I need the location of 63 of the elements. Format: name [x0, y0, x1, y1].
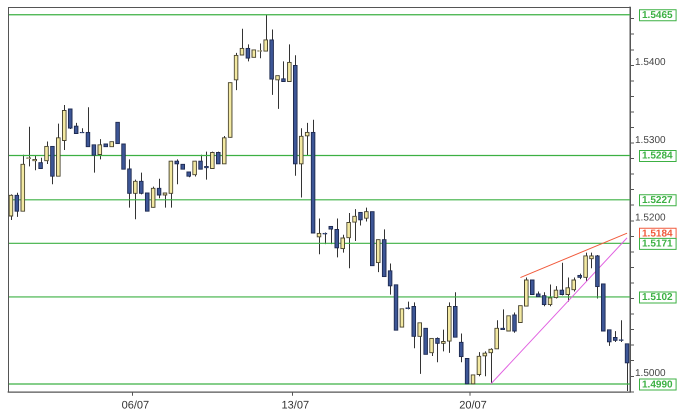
x-tick-label: 13/07: [282, 399, 310, 412]
y-tick-label: 1.5400: [635, 57, 666, 68]
candlestick: [86, 106, 90, 148]
candlestick: [92, 144, 96, 174]
y-tick-label: 1.5000: [635, 368, 666, 380]
y-tick-label: 1.5200: [635, 212, 666, 224]
candlestick: [435, 336, 440, 363]
y-tick-label: 1.5300: [635, 134, 666, 146]
candlestick: [506, 315, 511, 332]
candlestick: [364, 207, 369, 222]
candlestick: [210, 151, 215, 170]
candlestick: [234, 52, 238, 91]
candlestick: [316, 218, 322, 255]
candlestick: [482, 350, 488, 377]
candlestick: [174, 158, 180, 185]
candlestick: [494, 320, 500, 350]
candlestick: [560, 262, 564, 296]
candlestick: [512, 312, 517, 334]
candlestick: [246, 44, 250, 62]
candlestick: [458, 332, 464, 363]
candlestick: [115, 122, 120, 144]
candlestick: [358, 212, 363, 226]
candlestick: [281, 60, 286, 82]
candlestick: [97, 138, 102, 160]
candlestick: [162, 192, 168, 208]
candlestick: [287, 44, 292, 82]
candlestick: [8, 194, 14, 220]
candlestick: [589, 252, 594, 269]
candlestick: [150, 186, 156, 208]
candlestick: [388, 263, 392, 296]
candlestick: [583, 252, 588, 282]
candlestick: [198, 154, 203, 170]
ref-line-label: 1.5284: [642, 150, 674, 162]
x-tick-label: 20/07: [459, 399, 487, 412]
candlestick: [417, 322, 422, 374]
text: 1.5184: [642, 228, 674, 240]
candlestick: [518, 305, 523, 323]
candlestick: [44, 140, 49, 165]
candlestick: [352, 208, 357, 242]
ref-line-label: 1.5465: [642, 10, 674, 22]
candlestick: [156, 178, 162, 199]
candlestick: [400, 308, 404, 328]
x-tick-label: 06/07: [122, 399, 150, 412]
candlestick: [304, 122, 310, 156]
candlestick: [133, 179, 138, 220]
candlestick: [376, 238, 381, 273]
candlestick: [38, 157, 43, 170]
candlestick: [275, 74, 280, 110]
ref-line-label: 1.4990: [642, 379, 674, 390]
candlestick: [127, 158, 132, 208]
candlestick: [429, 338, 434, 357]
candlestick: [192, 160, 197, 177]
candlestick: [216, 151, 221, 165]
ref-line-label: 1.5227: [642, 195, 674, 206]
candlestick: [554, 286, 558, 300]
candlestick: [488, 348, 494, 385]
ref-line-label: 1.5171: [642, 238, 674, 250]
candlestick: [240, 28, 244, 56]
ref-line-label: 1.5102: [642, 292, 674, 304]
candlestick: [14, 192, 20, 218]
candlestick: [624, 343, 630, 392]
candlestick: [476, 352, 482, 377]
candlestick: [548, 284, 552, 307]
